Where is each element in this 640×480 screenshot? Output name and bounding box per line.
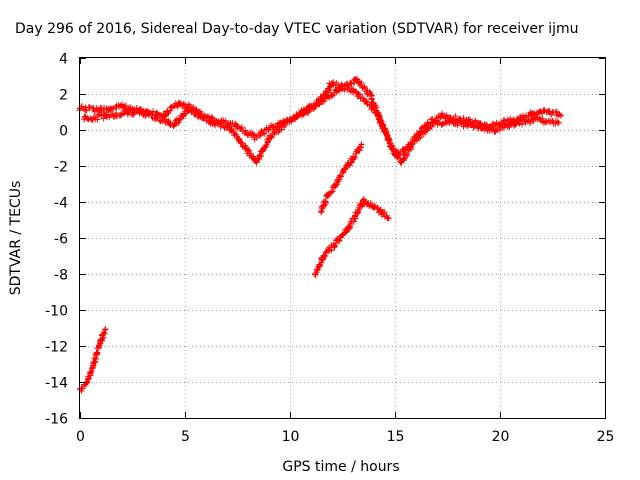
data-point <box>429 119 436 126</box>
data-point <box>119 103 125 110</box>
data-point <box>385 137 392 144</box>
data-point <box>557 112 564 119</box>
data-point <box>534 116 541 123</box>
data-point <box>413 136 419 142</box>
data-point <box>398 159 405 166</box>
y-tick-label: -12 <box>45 340 68 356</box>
data-point <box>299 109 306 115</box>
data-point <box>385 215 392 222</box>
data-point <box>312 271 319 277</box>
x-tick-label: 0 <box>76 429 85 445</box>
data-point <box>316 98 323 105</box>
data-point <box>360 197 367 204</box>
y-tick-label: -8 <box>54 268 68 284</box>
data-point <box>207 118 214 124</box>
data-point <box>318 208 325 214</box>
data-point <box>528 110 535 117</box>
x-tick-label: 15 <box>387 429 405 445</box>
data-point <box>175 100 182 106</box>
data-point <box>350 87 356 94</box>
y-tick-label: 4 <box>59 52 68 68</box>
data-point <box>81 116 88 123</box>
chart-title: Day 296 of 2016, Sidereal Day-to-day VTE… <box>15 21 579 37</box>
x-axis-label: GPS time / hours <box>282 459 399 475</box>
y-tick-label: -2 <box>54 160 68 176</box>
data-point <box>251 134 258 141</box>
data-point <box>329 80 335 87</box>
data-point <box>95 343 102 349</box>
y-tick-label: -10 <box>45 304 68 320</box>
data-point <box>362 98 369 105</box>
data-point <box>89 364 96 371</box>
data-point <box>320 253 327 259</box>
data-point <box>354 76 361 83</box>
data-point <box>513 119 520 126</box>
y-tick-label: -14 <box>45 376 68 392</box>
series-arc-mid-lower <box>312 196 392 278</box>
y-tick-label: 2 <box>59 88 68 104</box>
data-point <box>253 159 260 166</box>
data-point <box>366 91 373 97</box>
data-point <box>125 109 132 115</box>
data-point <box>161 112 167 119</box>
tick-layer: 0 5 10 15 20 25 -16 -14 -12 -10 -8 -6 -4 -2 0 2 4 <box>45 52 614 446</box>
data-point <box>450 119 457 126</box>
series-arc-main-lower <box>81 79 562 166</box>
data-layer <box>76 75 564 394</box>
data-point <box>171 121 178 128</box>
y-tick-label: -4 <box>54 196 68 212</box>
data-point <box>331 242 338 249</box>
plot-frame <box>79 57 606 419</box>
data-point <box>350 155 356 162</box>
data-point <box>476 123 482 130</box>
data-point <box>555 119 562 126</box>
data-point <box>324 191 331 198</box>
data-point <box>234 123 241 130</box>
data-point <box>377 208 384 214</box>
data-point <box>102 112 109 119</box>
data-point <box>270 123 277 130</box>
data-point <box>102 326 109 333</box>
data-point <box>438 112 445 119</box>
data-point <box>343 227 350 234</box>
data-point <box>242 145 249 151</box>
x-tick-label: 20 <box>492 429 510 445</box>
data-point <box>545 109 552 115</box>
y-tick-label: -6 <box>54 232 68 248</box>
data-point <box>228 127 235 133</box>
data-point <box>144 110 151 117</box>
data-point <box>278 123 285 130</box>
x-tick-label: 25 <box>597 429 615 445</box>
data-point <box>492 127 499 133</box>
data-point <box>358 141 365 148</box>
data-point <box>266 136 272 142</box>
data-point <box>352 213 359 220</box>
series-arc-early <box>76 326 109 394</box>
y-tick-label: 0 <box>59 124 68 140</box>
x-tick-label: 10 <box>282 429 300 445</box>
data-point <box>186 103 193 110</box>
data-point <box>98 107 104 114</box>
data-point <box>368 202 375 209</box>
data-point <box>375 112 382 119</box>
data-point <box>83 380 90 387</box>
data-point <box>333 181 340 187</box>
y-axis-label: SDTVAR / TECUs <box>8 181 24 296</box>
y-tick-label: -16 <box>45 412 68 428</box>
series-arc-mid-upper <box>318 141 365 216</box>
data-point <box>341 166 348 173</box>
x-tick-label: 5 <box>181 429 190 445</box>
